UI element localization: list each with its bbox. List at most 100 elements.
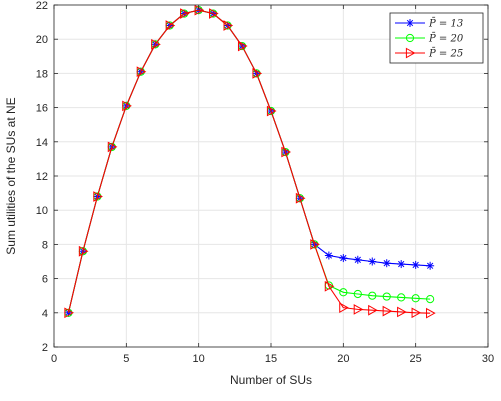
legend-item-1: P̄ = 13 xyxy=(395,18,463,30)
marker-shape xyxy=(368,291,377,300)
marker-shape xyxy=(151,38,161,50)
marker-shape xyxy=(368,304,378,316)
legend-label: P̄ = 25 xyxy=(428,48,463,60)
marker-shape xyxy=(397,293,406,302)
data-point xyxy=(382,305,393,317)
data-point xyxy=(93,191,103,202)
y-tick-label: 4 xyxy=(42,308,48,320)
marker-stroke xyxy=(369,258,376,265)
marker-shape xyxy=(310,239,320,250)
data-point xyxy=(266,105,277,117)
marker-shape xyxy=(353,289,362,299)
marker-stroke xyxy=(426,262,434,269)
data-point xyxy=(78,245,89,257)
data-point xyxy=(180,8,190,19)
legend-marker xyxy=(405,47,416,59)
y-tick-label: 16 xyxy=(36,103,48,115)
marker-shape xyxy=(180,8,190,19)
x-axis-label: Number of SUs xyxy=(230,373,312,387)
marker-stroke xyxy=(398,260,405,268)
legend-item-2: P̄ = 20 xyxy=(395,33,464,45)
y-tick-label: 12 xyxy=(36,171,48,183)
marker-shape xyxy=(78,245,89,257)
y-tick-label: 18 xyxy=(36,68,48,80)
series-layer xyxy=(64,4,436,319)
marker-shape xyxy=(209,8,219,19)
marker-shape xyxy=(165,20,176,31)
data-point xyxy=(151,38,161,50)
x-tick-label: 20 xyxy=(337,353,349,365)
data-point xyxy=(339,288,348,297)
data-point xyxy=(64,307,74,319)
data-point xyxy=(122,100,132,112)
series-3 xyxy=(64,4,436,319)
marker-shape xyxy=(252,68,263,79)
legend-label: P̄ = 13 xyxy=(428,18,463,30)
y-tick-label: 20 xyxy=(36,34,48,46)
data-point xyxy=(368,257,377,266)
marker-stroke xyxy=(412,261,419,269)
y-axis-label: Sum utilities of the SUs at NE xyxy=(4,97,18,254)
tick-labels: 0 5 10 15 20 25 30 2 4 6 8 10 12 14 16 18 20 22 xyxy=(36,0,494,365)
legend-item-3: P̄ = 25 xyxy=(395,47,463,60)
y-tick-label: 6 xyxy=(42,274,48,286)
marker-shape xyxy=(122,100,132,112)
marker-shape xyxy=(382,292,391,301)
y-tick-label: 2 xyxy=(42,342,48,354)
marker-shape xyxy=(64,307,74,319)
data-point xyxy=(295,192,306,204)
marker-shape xyxy=(382,305,393,317)
marker-stroke xyxy=(383,260,390,267)
marker-shape xyxy=(405,47,416,59)
legend-marker xyxy=(405,33,415,43)
data-point xyxy=(324,251,333,260)
data-point xyxy=(353,304,364,315)
data-point xyxy=(209,8,219,19)
marker-stroke xyxy=(406,19,414,27)
x-tick-label: 15 xyxy=(265,353,277,365)
marker-shape xyxy=(426,307,436,319)
marker-shape xyxy=(136,66,147,78)
marker-shape xyxy=(324,280,335,292)
data-point xyxy=(411,294,420,303)
x-tick-label: 30 xyxy=(482,353,494,365)
data-point xyxy=(353,255,362,264)
marker-stroke xyxy=(354,256,361,263)
data-point xyxy=(426,307,436,319)
marker-shape xyxy=(107,141,118,153)
data-point xyxy=(411,260,420,269)
marker-shape xyxy=(237,40,248,52)
data-point xyxy=(397,306,407,318)
data-point xyxy=(165,20,176,31)
legend-label: P̄ = 20 xyxy=(428,33,464,45)
marker-shape xyxy=(353,304,364,315)
data-point xyxy=(397,293,406,302)
data-point xyxy=(339,302,349,314)
data-point xyxy=(382,292,391,301)
marker-shape xyxy=(266,105,277,117)
y-tick-label: 8 xyxy=(42,239,48,251)
marker-shape xyxy=(223,20,234,31)
marker-shape xyxy=(397,306,407,318)
marker-shape xyxy=(93,191,103,202)
data-point xyxy=(426,261,435,270)
data-point xyxy=(310,239,320,250)
marker-shape xyxy=(426,295,435,304)
data-point xyxy=(368,291,377,300)
marker-stroke xyxy=(325,252,333,259)
series-line xyxy=(67,9,431,314)
data-point xyxy=(411,307,422,319)
data-point xyxy=(237,40,248,52)
x-tick-label: 0 xyxy=(51,353,57,365)
legend-marker xyxy=(406,19,414,27)
data-point xyxy=(426,295,435,304)
data-point xyxy=(223,20,234,31)
marker-shape xyxy=(405,33,415,43)
axes-frame xyxy=(53,4,489,348)
x-tick-label: 10 xyxy=(193,353,205,365)
data-point xyxy=(281,146,291,158)
marker-shape xyxy=(194,4,205,16)
x-tick-label: 25 xyxy=(410,353,422,365)
